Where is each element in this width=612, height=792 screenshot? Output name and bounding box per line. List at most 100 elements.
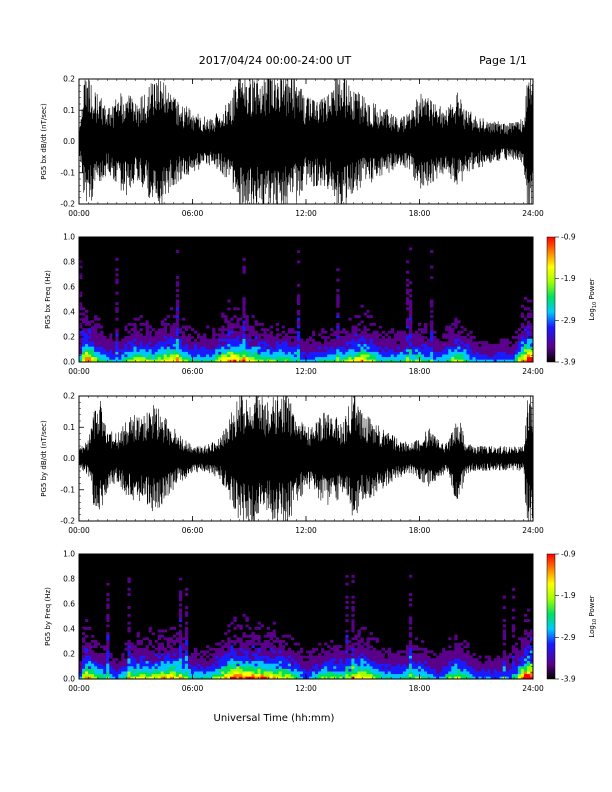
spectrogram-cell: [324, 356, 328, 360]
spectrogram-cell: [233, 639, 237, 643]
spectrogram-cell: [414, 341, 419, 345]
spectrogram-cell: [417, 639, 422, 643]
spectrogram-cell: [523, 335, 528, 339]
spectrogram-cell: [457, 642, 461, 646]
spectrogram-cell: [378, 348, 382, 352]
spectrogram-cell: [451, 660, 455, 664]
spectrogram-cell: [327, 346, 331, 350]
spectrogram-cell: [296, 351, 301, 355]
spectrogram-cell: [178, 595, 183, 599]
spectrogram-cell: [487, 663, 491, 667]
spectrogram-cell: [463, 639, 467, 643]
spectrogram-cell: [85, 668, 89, 672]
spectrogram-cell: [526, 676, 531, 680]
spectrogram-cell: [169, 668, 174, 672]
spectrogram-cell: [269, 647, 274, 651]
spectrogram-cell: [424, 346, 428, 350]
spectrogram-cell: [324, 359, 328, 363]
spectrogram-cell: [421, 335, 425, 339]
spectrogram-cell: [381, 650, 385, 654]
spectrogram-cell: [133, 668, 137, 672]
spectrogram-cell: [242, 671, 246, 675]
spectrogram-cell: [106, 346, 110, 350]
spectrogram-cell: [106, 348, 110, 352]
spectrogram-cell: [142, 346, 146, 350]
spectrogram-cell: [360, 645, 364, 649]
spectrogram-cell: [242, 676, 246, 680]
spectrogram-cell: [408, 639, 413, 643]
spectrogram-cell: [275, 328, 280, 332]
spectrogram-cell: [284, 650, 289, 654]
spectrogram-cell: [348, 348, 352, 352]
spectrogram-cell: [212, 647, 216, 651]
spectrogram-cell: [309, 663, 313, 667]
spectrogram-cell: [187, 343, 192, 347]
spectrogram-cell: [306, 359, 310, 363]
spectrogram-cell: [236, 655, 240, 659]
spectrogram-cell: [172, 642, 177, 646]
spectrogram-cell: [148, 356, 152, 360]
spectrogram-cell: [115, 328, 119, 332]
spectrogram-cell: [178, 359, 183, 363]
spectrogram-cell: [396, 658, 401, 662]
spectrogram-cell: [197, 343, 201, 347]
colorbar-tick-label: -2.9: [561, 316, 576, 325]
spectrogram-cell: [136, 660, 140, 664]
spectrogram-cell: [148, 665, 152, 669]
spectrogram-cell: [475, 665, 479, 669]
spectrogram-cell: [112, 658, 116, 662]
spectrogram-cell: [206, 655, 210, 659]
spectrogram-cell: [481, 351, 485, 355]
spectrogram-cell: [269, 632, 274, 636]
spectrogram-cell: [260, 652, 264, 656]
spectrogram-cell: [233, 642, 237, 646]
spectrogram-cell: [227, 322, 231, 326]
spectrogram-cell: [203, 663, 207, 667]
spectrogram-cell: [490, 346, 494, 350]
spectrogram-cell: [230, 619, 234, 622]
spectrogram-cell: [336, 341, 340, 345]
spectrogram-cell: [366, 647, 370, 651]
spectrogram-cell: [417, 351, 422, 355]
y-tick-label: 0.0: [63, 675, 75, 684]
spectrogram-cell: [254, 634, 258, 638]
spectrogram-cell: [184, 637, 189, 641]
spectrogram-cell: [411, 359, 416, 363]
spectrogram-cell: [511, 595, 516, 599]
spectrogram-cell: [363, 348, 367, 352]
spectrogram-cell: [517, 673, 522, 677]
spectrogram-cell: [490, 676, 494, 680]
spectrogram-cell: [351, 673, 355, 677]
spectrogram-cell: [430, 239, 434, 243]
spectrogram-cell: [405, 655, 410, 659]
spectrogram-cell: [260, 341, 264, 345]
spectrogram-cell: [342, 655, 346, 659]
spectrogram-cell: [405, 351, 410, 355]
spectrogram-cell: [526, 608, 531, 612]
spectrogram-cell: [390, 660, 395, 664]
spectrogram-cell: [405, 665, 410, 669]
spectrogram-cell: [299, 354, 304, 358]
spectrogram-cell: [390, 341, 395, 345]
spectrogram-cell: [433, 673, 437, 677]
spectrogram-cell: [448, 665, 452, 669]
spectrogram-cell: [378, 325, 382, 329]
spectrogram-cell: [354, 671, 358, 675]
spectrogram-cell: [463, 348, 467, 352]
spectrogram-cell: [296, 673, 301, 677]
spectrogram-cell: [166, 650, 171, 654]
spectrogram-cell: [375, 351, 379, 355]
spectrogram-cell: [327, 354, 331, 358]
spectrogram-cell: [363, 668, 367, 672]
spectrogram-cell: [417, 647, 422, 651]
spectrogram-cell: [523, 296, 528, 300]
spectrogram-cell: [112, 348, 116, 352]
spectrogram-cell: [287, 351, 292, 355]
spectrogram-cell: [106, 645, 110, 649]
spectrogram-cell: [145, 335, 149, 339]
spectrogram-cell: [336, 356, 340, 360]
spectrogram-cell: [296, 283, 301, 287]
spectrogram-cell: [508, 655, 513, 659]
spectrogram-cell: [127, 655, 131, 659]
spectrogram-cell: [115, 333, 119, 337]
